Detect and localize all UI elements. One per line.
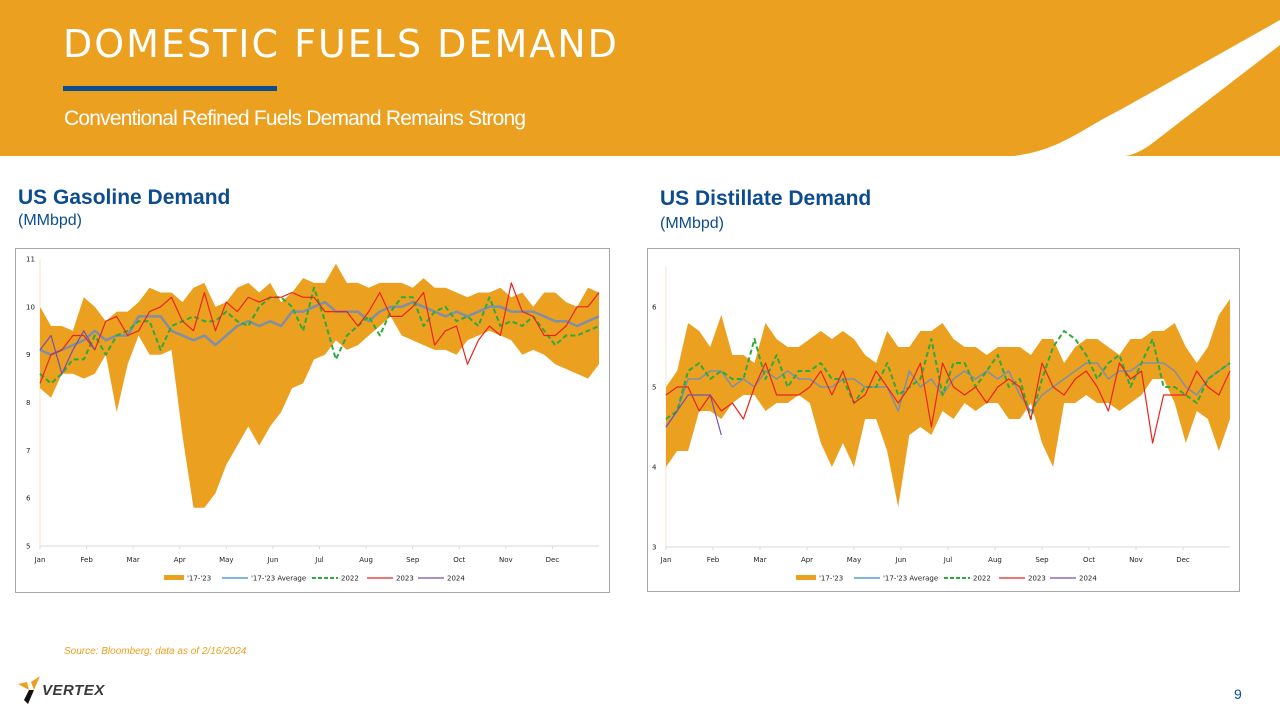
page-number: 9 bbox=[1234, 686, 1242, 702]
gasoline-x-tick-label: Apr bbox=[174, 556, 186, 564]
gasoline-y-tick-label: 9 bbox=[26, 351, 30, 359]
gasoline-legend-label: 2024 bbox=[447, 575, 465, 583]
distillate-x-tick-label: Apr bbox=[801, 556, 813, 564]
distillate-legend-swatch bbox=[796, 575, 816, 580]
distillate-chart-svg: 3 4 5 6 Jan Feb Mar Apr May Jun Jul Aug Sep Oct Nov Dec… bbox=[652, 267, 1231, 583]
distillate-x-tick-label: Aug bbox=[988, 556, 1002, 564]
gasoline-x-tick-label: Jul bbox=[314, 556, 324, 564]
distillate-x-tick-label: Sep bbox=[1035, 556, 1049, 564]
vertex-logo-text: VERTEX bbox=[42, 682, 105, 699]
distillate-legend-label: '17-'23 Average bbox=[883, 575, 938, 583]
gasoline-y-tick-label: 11 bbox=[26, 256, 35, 264]
distillate-range-band bbox=[666, 299, 1230, 507]
distillate-chart: 3 4 5 6 Jan Feb Mar Apr May Jun Jul Aug Sep Oct Nov Dec… bbox=[647, 248, 1240, 592]
slide-title: DOMESTIC FUELS DEMAND bbox=[63, 22, 619, 66]
distillate-x-tick-label: Mar bbox=[753, 556, 766, 564]
gasoline-chart: 5 6 7 8 9 10 11 Jan Feb Mar Apr May Jun Jul Aug Sep Oct N… bbox=[15, 248, 610, 593]
distillate-2024-line bbox=[665, 394, 722, 436]
gasoline-2024-line bbox=[39, 330, 96, 375]
distillate-x-tick-label: Jan bbox=[660, 556, 672, 564]
distillate-y-tick-label: 3 bbox=[652, 544, 656, 552]
distillate-chart-title: US Distillate Demand bbox=[660, 187, 872, 210]
title-underline bbox=[63, 86, 277, 91]
distillate-x-tick-label: Feb bbox=[707, 556, 720, 564]
distillate-x-tick-label: Dec bbox=[1176, 556, 1190, 564]
gasoline-x-tick-label: Nov bbox=[499, 556, 513, 564]
gasoline-legend-swatch bbox=[164, 575, 184, 580]
distillate-x-tick-label: Nov bbox=[1129, 556, 1143, 564]
distillate-x-tick-label: May bbox=[847, 556, 861, 564]
vertex-logo-icon bbox=[18, 676, 40, 704]
distillate-legend-label: 2024 bbox=[1079, 575, 1097, 583]
gasoline-chart-unit: (MMbpd) bbox=[18, 212, 83, 229]
gasoline-legend-label: '17-'23 bbox=[187, 575, 211, 583]
distillate-legend-label: '17-'23 bbox=[819, 575, 843, 583]
gasoline-x-tick-label: Mar bbox=[127, 556, 140, 564]
gasoline-x-tick-label: Sep bbox=[406, 556, 420, 564]
distillate-x-tick-label: Jul bbox=[943, 556, 953, 564]
gasoline-chart-title: US Gasoline Demand bbox=[18, 186, 231, 209]
gasoline-y-tick-label: 10 bbox=[26, 303, 35, 311]
source-note: Source: Bloomberg; data as of 2/16/2024 bbox=[64, 646, 247, 657]
distillate-y-tick-label: 4 bbox=[652, 464, 657, 472]
distillate-2023-line bbox=[665, 362, 1231, 444]
gasoline-2022-line bbox=[39, 286, 600, 385]
gasoline-x-tick-label: May bbox=[219, 556, 233, 564]
gasoline-chart-svg: 5 6 7 8 9 10 11 Jan Feb Mar Apr May Jun Jul Aug Sep Oct N… bbox=[26, 256, 600, 583]
gasoline-2023-line bbox=[39, 282, 600, 384]
title-banner: DOMESTIC FUELS DEMAND Conventional Refin… bbox=[0, 0, 1280, 156]
gasoline-y-tick-label: 6 bbox=[26, 495, 31, 503]
gasoline-y-tick-label: 7 bbox=[26, 447, 30, 455]
slide-subtitle: Conventional Refined Fuels Demand Remain… bbox=[64, 107, 526, 130]
gasoline-x-tick-label: Jun bbox=[266, 556, 278, 564]
distillate-y-tick-label: 6 bbox=[652, 304, 657, 312]
gasoline-legend-label: 2022 bbox=[341, 575, 359, 583]
gasoline-x-tick-label: Aug bbox=[359, 556, 373, 564]
distillate-average-line bbox=[665, 362, 1231, 428]
gasoline-range-band bbox=[40, 263, 599, 508]
distillate-legend-label: 2023 bbox=[1028, 575, 1046, 583]
gasoline-y-tick-label: 8 bbox=[26, 399, 30, 407]
gasoline-x-tick-label: Oct bbox=[453, 556, 465, 564]
gasoline-legend-label: '17-'23 Average bbox=[251, 575, 306, 583]
gasoline-y-tick-label: 5 bbox=[26, 543, 30, 551]
banner-swoosh-graphic bbox=[1014, 20, 1280, 156]
gasoline-legend-label: 2023 bbox=[396, 575, 414, 583]
distillate-x-tick-label: Jun bbox=[895, 556, 907, 564]
distillate-y-tick-label: 5 bbox=[652, 384, 656, 392]
distillate-chart-unit: (MMbpd) bbox=[660, 215, 725, 232]
distillate-x-tick-label: Oct bbox=[1083, 556, 1095, 564]
distillate-2022-line bbox=[665, 330, 1231, 420]
gasoline-x-tick-label: Feb bbox=[80, 556, 93, 564]
gasoline-x-tick-label: Jan bbox=[34, 556, 46, 564]
gasoline-x-tick-label: Dec bbox=[546, 556, 560, 564]
distillate-legend-label: 2022 bbox=[973, 575, 991, 583]
